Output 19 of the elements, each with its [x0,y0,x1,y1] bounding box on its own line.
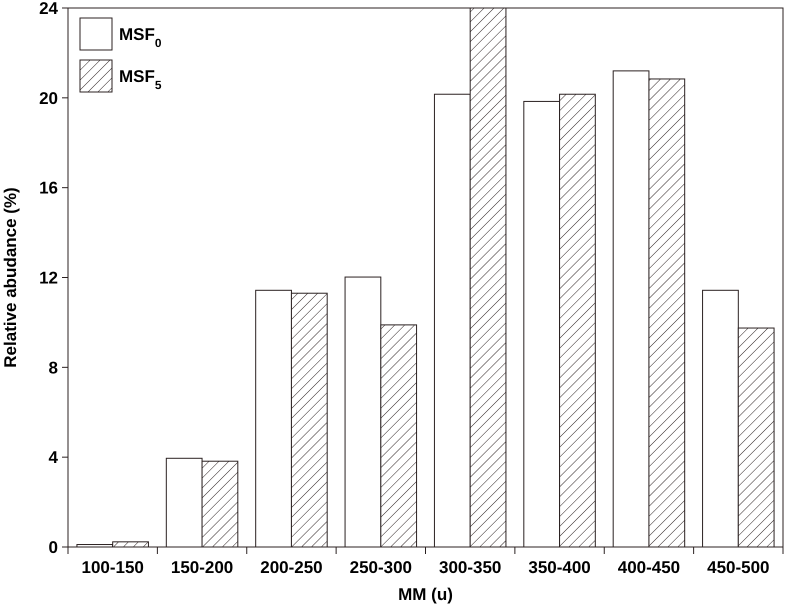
x-tick-label: 250-300 [350,558,412,577]
y-tick-label: 24 [39,0,59,18]
x-tick-label: 450-500 [707,558,770,577]
y-tick-label: 20 [39,88,58,108]
y-tick-label: 0 [48,538,58,557]
legend-label: MSF$_{0}$ [119,25,162,50]
x-tick-label: 400-450 [618,558,680,577]
y-axis-title: Relative abudance (%) [1,187,20,368]
x-tick-label: 200-250 [260,558,323,577]
x-tick-label: 350-400 [528,558,591,577]
x-tick-label: 150-200 [170,558,234,577]
x-axis-title: MM (u) [398,585,453,604]
y-tick-label: 12 [39,268,58,288]
y-tick-label: 4 [48,448,59,468]
y-tick-label: 16 [39,178,58,198]
legend-label: MSF$_{5}$ [119,67,162,92]
x-tick-label: 100-150 [81,558,144,577]
x-tick-label: 300-350 [438,558,502,577]
y-tick-label: 8 [48,358,58,378]
